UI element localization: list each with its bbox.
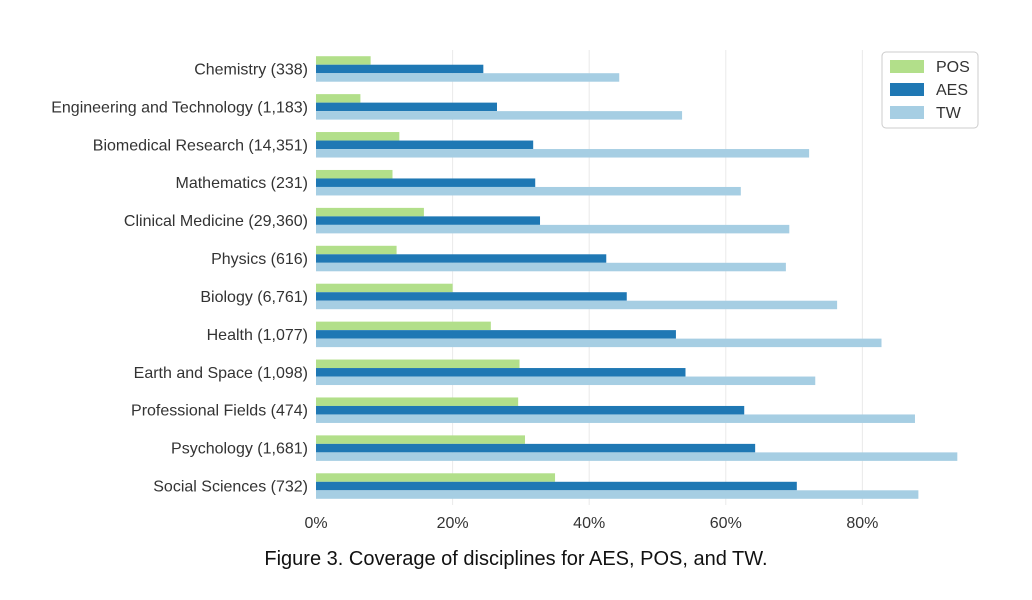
category-label: Psychology (1,681): [171, 441, 308, 458]
bars: [316, 56, 958, 499]
bar-tw: [316, 490, 919, 499]
category-label: Physics (616): [211, 251, 308, 268]
legend-label-pos: POS: [936, 59, 970, 76]
bar-aes: [316, 443, 756, 453]
category-label: Health (1,077): [207, 327, 308, 344]
bar-aes: [316, 178, 536, 187]
category-label: Earth and Space (1,098): [134, 365, 308, 382]
category-label: Engineering and Technology (1,183): [51, 99, 308, 116]
bar-pos: [316, 169, 393, 179]
bar-pos: [316, 56, 371, 65]
bar-pos: [316, 207, 424, 217]
legend: POS AES TW: [881, 51, 979, 129]
bar-tw: [316, 376, 816, 386]
bar-aes: [316, 405, 745, 415]
bar-pos: [316, 321, 491, 331]
bar-pos: [316, 397, 519, 406]
bar-aes: [316, 292, 627, 301]
bar-pos: [316, 245, 397, 255]
category-labels: Chemistry (338) Engineering and Technolog…: [51, 61, 308, 495]
bar-pos: [316, 359, 520, 369]
category-label: Chemistry (338): [194, 61, 308, 78]
bar-tw: [316, 186, 741, 196]
x-tick-label: 80%: [846, 515, 878, 532]
category-label: Professional Fields (474): [131, 403, 308, 420]
bar-pos: [316, 283, 453, 293]
bar-tw: [316, 224, 790, 234]
bar-aes: [316, 216, 541, 225]
bar-tw: [316, 452, 958, 461]
bar-pos: [316, 473, 556, 482]
bar-tw: [316, 300, 838, 310]
figure-caption: Figure 3. Coverage of disciplines for AE…: [264, 548, 768, 570]
bar-pos: [316, 132, 400, 141]
bar-aes: [316, 140, 534, 150]
x-tick-label: 20%: [437, 515, 469, 532]
category-label: Clinical Medicine (29,360): [124, 213, 308, 230]
bar-tw: [316, 111, 683, 120]
legend-swatch-pos: [890, 60, 924, 73]
bar-pos: [316, 435, 525, 444]
grid-lines: [452, 50, 863, 505]
bar-tw: [316, 262, 786, 272]
bar-tw: [316, 338, 882, 348]
legend-swatch-aes: [890, 83, 924, 96]
bar-aes: [316, 64, 484, 74]
bar-tw: [316, 149, 810, 158]
legend-label-tw: TW: [936, 105, 962, 122]
category-label: Social Sciences (732): [153, 479, 308, 496]
bar-tw: [316, 73, 620, 82]
category-label: Mathematics (231): [176, 175, 309, 192]
bar-aes: [316, 254, 607, 263]
category-label: Biology (6,761): [200, 289, 308, 306]
bar-aes: [316, 368, 686, 377]
category-label: Biomedical Research (14,351): [93, 137, 308, 154]
bar-pos: [316, 94, 361, 103]
bar-aes: [316, 481, 797, 491]
bar-aes: [316, 102, 497, 112]
x-tick-labels: 0% 20% 40% 60% 80%: [304, 515, 878, 532]
x-tick-label: 60%: [710, 515, 742, 532]
bar-aes: [316, 330, 676, 339]
x-tick-label: 40%: [573, 515, 605, 532]
legend-label-aes: AES: [936, 82, 968, 99]
x-tick-label: 0%: [304, 515, 327, 532]
legend-swatch-tw: [890, 106, 924, 119]
bar-tw: [316, 414, 915, 423]
